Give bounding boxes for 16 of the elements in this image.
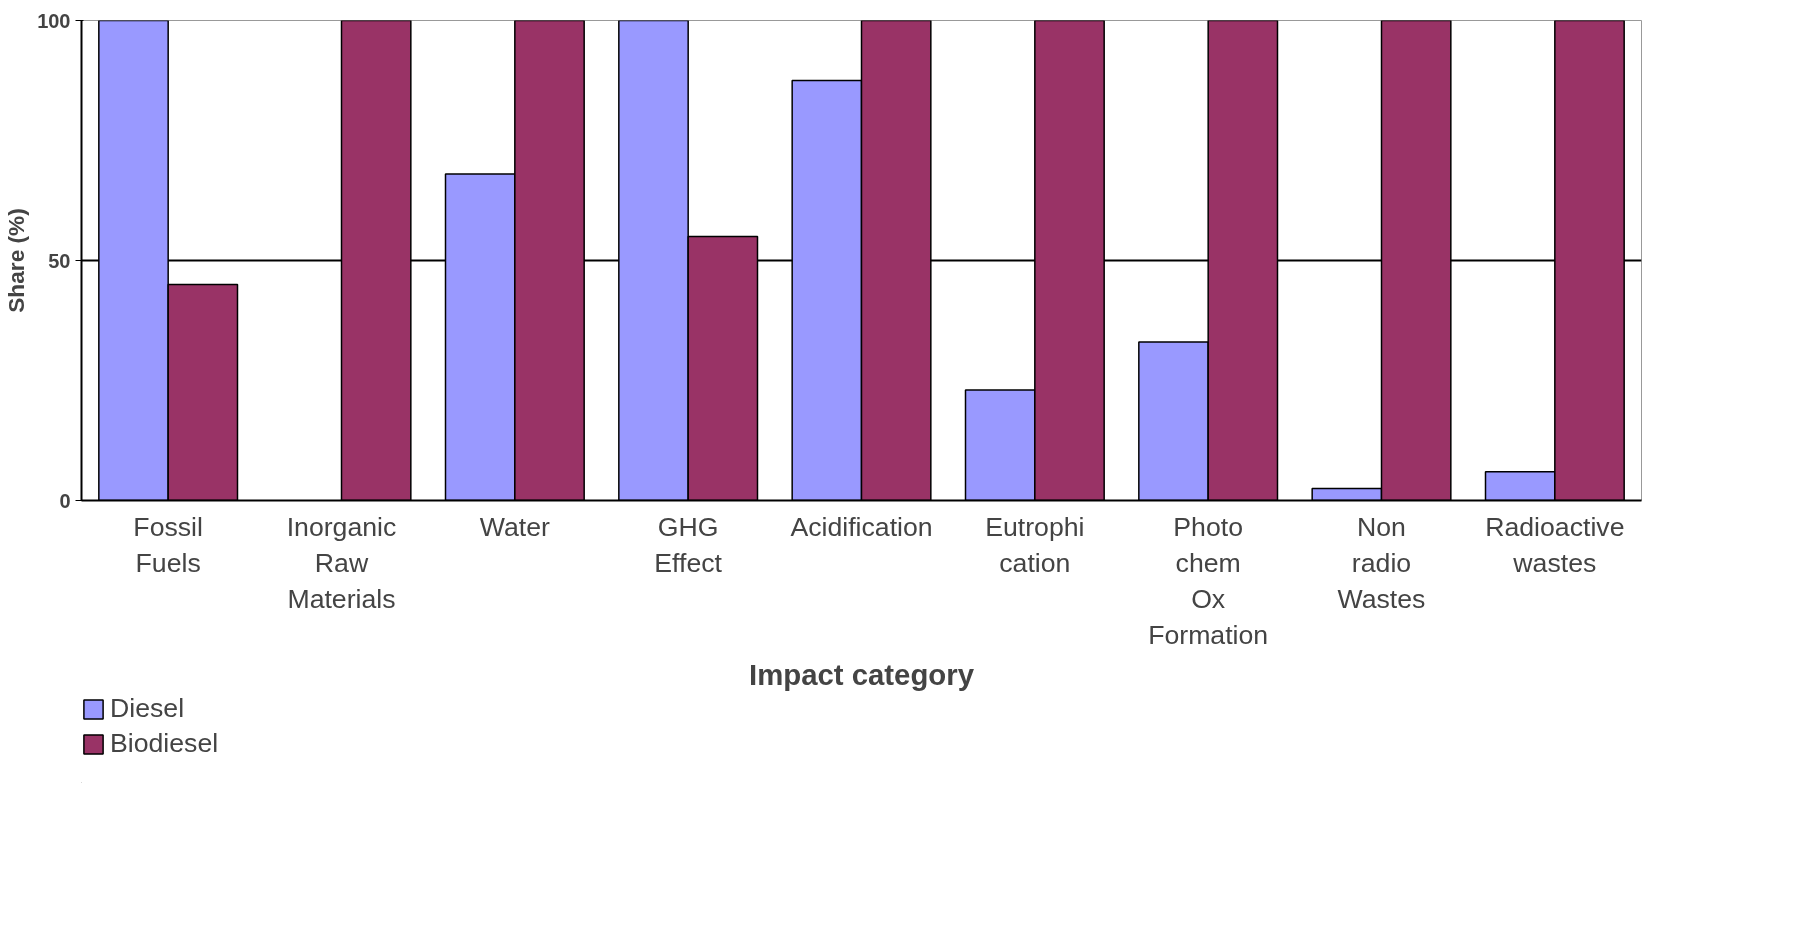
legend-label: Diesel [110, 693, 185, 724]
legend-label: Biodiesel [110, 728, 219, 759]
x-tick-label: Acidification [790, 511, 933, 542]
x-tick-label: Fossil Fuels [133, 511, 203, 578]
y-tick-label: 0 [59, 489, 71, 512]
y-tick-label: 50 [48, 249, 71, 272]
x-tick-label: Inorganic Raw Materials [286, 511, 397, 614]
x-tick-label: Eutrophi cation [985, 511, 1085, 578]
x-tick-label: Photo chem Ox Formation [1148, 511, 1269, 650]
x-tick-label: Non radio Wastes [1337, 511, 1426, 614]
x-tick-label: Water [479, 511, 551, 542]
x-axis-title: Impact category [749, 657, 975, 691]
x-tick-label: GHG Effect [654, 511, 723, 578]
y-axis-title: Share (%) [3, 208, 30, 313]
x-tick-label: Radioactive wastes [1485, 511, 1625, 578]
y-tick-label: 100 [37, 9, 71, 32]
